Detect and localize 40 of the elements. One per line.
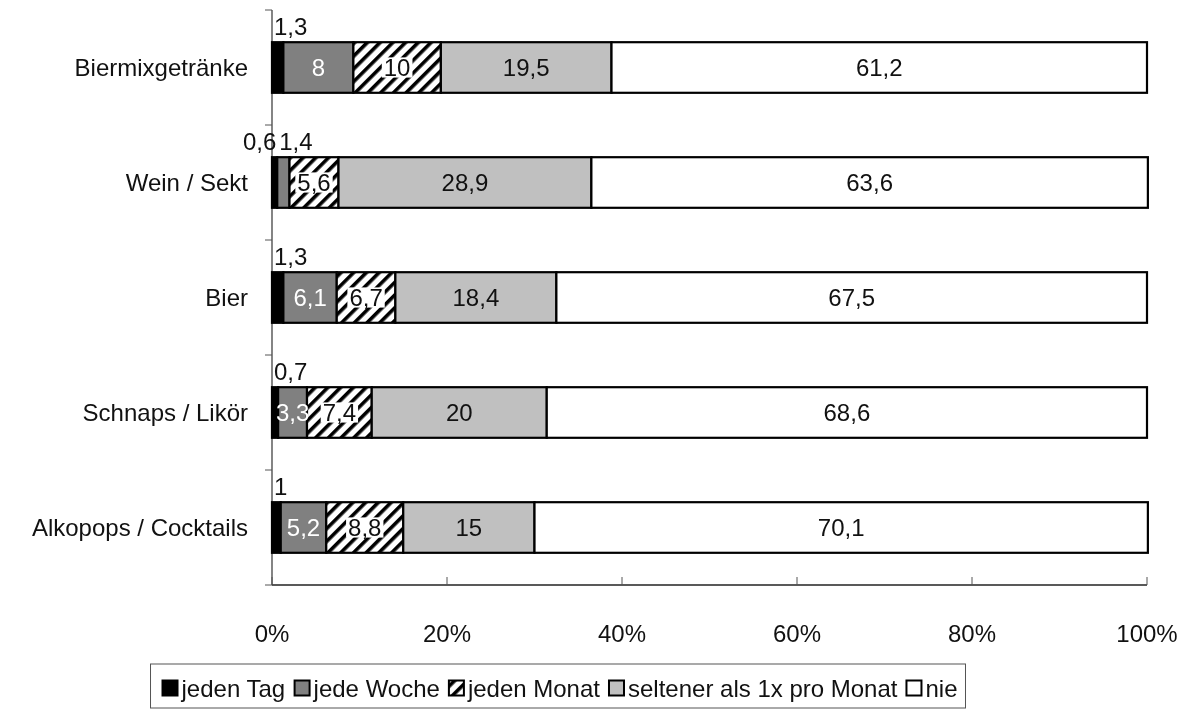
- legend-label: jeden Monat: [466, 674, 601, 702]
- data-label: 1: [274, 473, 288, 501]
- y-tick-label: Schnaps / Likör: [82, 399, 249, 427]
- data-label: 19,5: [502, 54, 550, 82]
- data-label: 15: [455, 514, 483, 542]
- x-tick-label: 80%: [947, 619, 997, 647]
- y-tick-label: Wein / Sekt: [125, 169, 249, 197]
- data-label: 70,1: [817, 514, 865, 542]
- data-label: 8: [311, 54, 326, 82]
- x-tick-label: 20%: [422, 619, 472, 647]
- data-label: 28,9: [441, 169, 489, 197]
- x-tick-label: 60%: [772, 619, 822, 647]
- data-label: 61,2: [855, 54, 903, 82]
- data-label: 1,3: [274, 243, 308, 271]
- x-tick-label: 40%: [597, 619, 647, 647]
- legend-label: nie: [925, 674, 958, 702]
- data-label: 1,3: [274, 13, 308, 41]
- legend-label: seltener als 1x pro Monat: [627, 674, 898, 702]
- y-tick-label: Bier: [205, 284, 248, 312]
- x-tick-label: 0%: [254, 619, 290, 647]
- data-label: 7,4: [322, 399, 357, 427]
- data-label: 0,6: [242, 128, 277, 156]
- data-label: 5,6: [297, 169, 331, 197]
- data-label: 63,6: [846, 169, 893, 197]
- data-label: 68,6: [823, 399, 871, 427]
- data-label: 18,4: [452, 284, 500, 312]
- data-label: 20: [445, 399, 473, 427]
- data-label: 5,2: [286, 514, 321, 542]
- data-label: 10: [383, 54, 411, 82]
- data-label: 0,7: [274, 358, 308, 386]
- data-label: 1,4: [279, 128, 313, 156]
- y-tick-label: Biermixgetränke: [74, 54, 248, 82]
- y-tick-label: Alkopops / Cocktails: [31, 514, 248, 542]
- data-label: 67,5: [828, 284, 876, 312]
- data-label: 8,8: [348, 514, 382, 542]
- data-label: 6,7: [349, 284, 383, 312]
- legend-label: jeden Tag: [180, 674, 286, 702]
- data-label: 6,1: [293, 284, 327, 312]
- x-tick-label: 100%: [1116, 619, 1178, 647]
- legend-label: jede Woche: [312, 674, 440, 702]
